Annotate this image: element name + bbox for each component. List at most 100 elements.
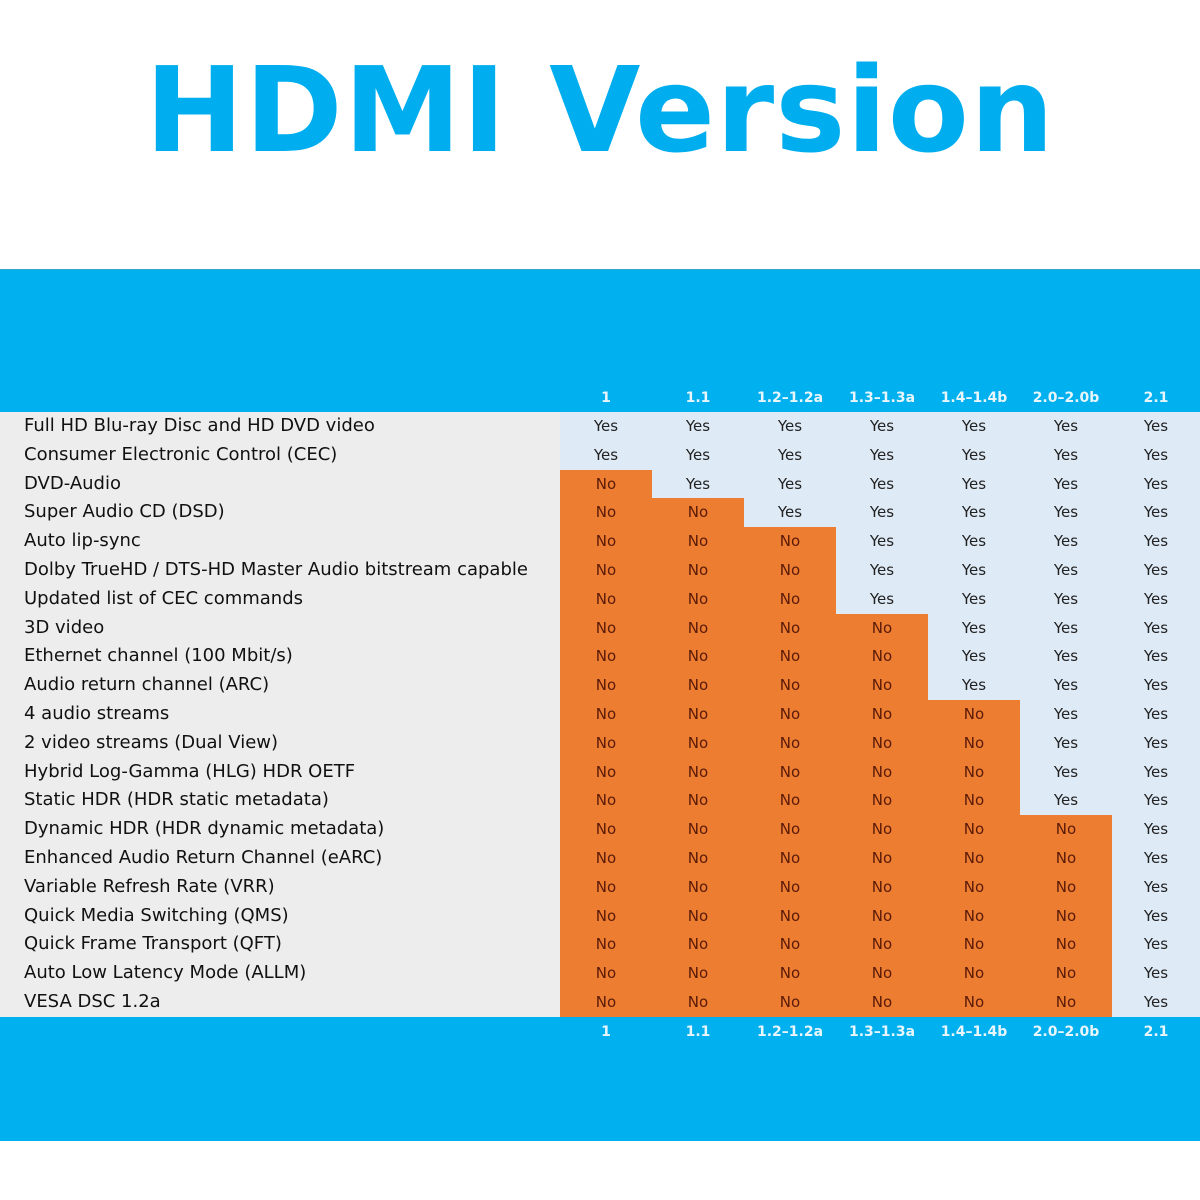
support-cell: No <box>836 642 928 672</box>
support-cell: No <box>560 699 652 729</box>
column-headers-top: 1 1.1 1.2–1.2a 1.3–1.3a 1.4–1.4b 2.0–2.0b 2.1 <box>560 384 1200 412</box>
support-cell: No <box>744 728 836 758</box>
support-cell: Yes <box>1020 699 1112 729</box>
table-row: Auto lip-sync No No No Yes Yes Yes Yes <box>0 527 1200 556</box>
support-cell: No <box>560 728 652 758</box>
support-cell: No <box>560 901 652 931</box>
support-cell: No <box>744 959 836 988</box>
table-row: Super Audio CD (DSD) No No Yes Yes Yes Yes Yes <box>0 498 1200 528</box>
table-row: 3D video No No No No Yes Yes Yes <box>0 613 1200 643</box>
support-cell: Yes <box>1112 901 1200 931</box>
support-cell: No <box>560 872 652 902</box>
support-cell: No <box>744 671 836 700</box>
support-cell: Yes <box>1112 440 1200 470</box>
support-cell: No <box>744 757 836 787</box>
feature-label: Variable Refresh Rate (VRR) <box>0 872 560 902</box>
support-cell: No <box>836 987 928 1017</box>
support-cell: No <box>744 987 836 1017</box>
support-cell: No <box>1020 872 1112 902</box>
column-header: 2.1 <box>1143 390 1169 406</box>
support-cell: Yes <box>836 555 928 585</box>
feature-label: VESA DSC 1.2a <box>0 987 560 1017</box>
table-row: Enhanced Audio Return Channel (eARC) No No… <box>0 843 1200 873</box>
table-row: Auto Low Latency Mode (ALLM) No No No No No No… <box>0 959 1200 988</box>
support-cell: No <box>744 901 836 931</box>
feature-label: Hybrid Log-Gamma (HLG) HDR OETF <box>0 757 560 787</box>
support-cell: No <box>836 757 928 787</box>
footer-band <box>0 1017 1200 1141</box>
support-cell: Yes <box>1112 642 1200 672</box>
support-cell: No <box>652 671 744 700</box>
support-cell: No <box>652 584 744 614</box>
support-cell: No <box>560 757 652 787</box>
table-row: Full HD Blu-ray Disc and HD DVD video Yes… <box>0 412 1200 441</box>
support-cell: Yes <box>560 412 652 441</box>
support-cell: Yes <box>1112 872 1200 902</box>
support-cell: Yes <box>1112 843 1200 873</box>
support-cell: No <box>652 843 744 873</box>
support-cell: No <box>560 584 652 614</box>
support-cell: No <box>560 498 652 528</box>
column-header: 2.0–2.0b <box>1032 390 1100 406</box>
support-cell: Yes <box>1020 555 1112 585</box>
support-cell: No <box>928 959 1020 988</box>
support-cell: No <box>652 901 744 931</box>
support-cell: Yes <box>652 469 744 499</box>
column-header: 2.1 <box>1143 1024 1169 1040</box>
support-cell: No <box>928 901 1020 931</box>
support-cell: No <box>652 527 744 556</box>
support-cell: Yes <box>744 469 836 499</box>
support-cell: Yes <box>1112 613 1200 643</box>
support-cell: Yes <box>1020 786 1112 816</box>
support-cell: No <box>652 987 744 1017</box>
support-cell: Yes <box>1112 959 1200 988</box>
support-cell: Yes <box>744 440 836 470</box>
column-header: 1.1 <box>685 1024 711 1040</box>
support-cell: Yes <box>836 584 928 614</box>
support-cell: Yes <box>1020 412 1112 441</box>
support-cell: No <box>928 815 1020 844</box>
support-cell: No <box>1020 959 1112 988</box>
support-cell: No <box>744 786 836 816</box>
support-cell: Yes <box>1112 930 1200 960</box>
support-cell: No <box>652 815 744 844</box>
support-cell: No <box>744 527 836 556</box>
support-cell: No <box>928 699 1020 729</box>
feature-label: DVD-Audio <box>0 469 560 499</box>
table-row: Consumer Electronic Control (CEC) Yes Yes Y… <box>0 440 1200 470</box>
support-cell: No <box>836 930 928 960</box>
support-cell: No <box>560 613 652 643</box>
support-cell: No <box>744 930 836 960</box>
support-cell: No <box>1020 930 1112 960</box>
column-header: 1 <box>601 390 611 406</box>
column-header: 1.4–1.4b <box>940 390 1008 406</box>
support-cell: Yes <box>836 498 928 528</box>
column-header: 1.3–1.3a <box>848 390 916 406</box>
support-cell: No <box>560 843 652 873</box>
support-cell: Yes <box>928 555 1020 585</box>
support-cell: No <box>836 786 928 816</box>
support-cell: No <box>652 786 744 816</box>
support-cell: Yes <box>1112 555 1200 585</box>
table-row: Static HDR (HDR static metadata) No No No No… <box>0 786 1200 816</box>
support-cell: Yes <box>1020 642 1112 672</box>
support-cell: Yes <box>560 440 652 470</box>
support-cell: No <box>652 872 744 902</box>
feature-label: Full HD Blu-ray Disc and HD DVD video <box>0 412 560 441</box>
support-cell: Yes <box>1112 815 1200 844</box>
support-cell: No <box>928 757 1020 787</box>
support-cell: No <box>836 901 928 931</box>
table-row: DVD-Audio No Yes Yes Yes Yes Yes Yes <box>0 469 1200 499</box>
support-cell: Yes <box>928 440 1020 470</box>
support-cell: No <box>744 699 836 729</box>
support-cell: No <box>744 642 836 672</box>
support-cell: No <box>836 843 928 873</box>
support-cell: No <box>836 959 928 988</box>
support-cell: No <box>560 815 652 844</box>
support-cell: No <box>652 498 744 528</box>
support-cell: No <box>836 872 928 902</box>
header-band <box>0 269 1200 413</box>
support-cell: No <box>560 671 652 700</box>
feature-label: 4 audio streams <box>0 699 560 729</box>
support-cell: Yes <box>836 527 928 556</box>
